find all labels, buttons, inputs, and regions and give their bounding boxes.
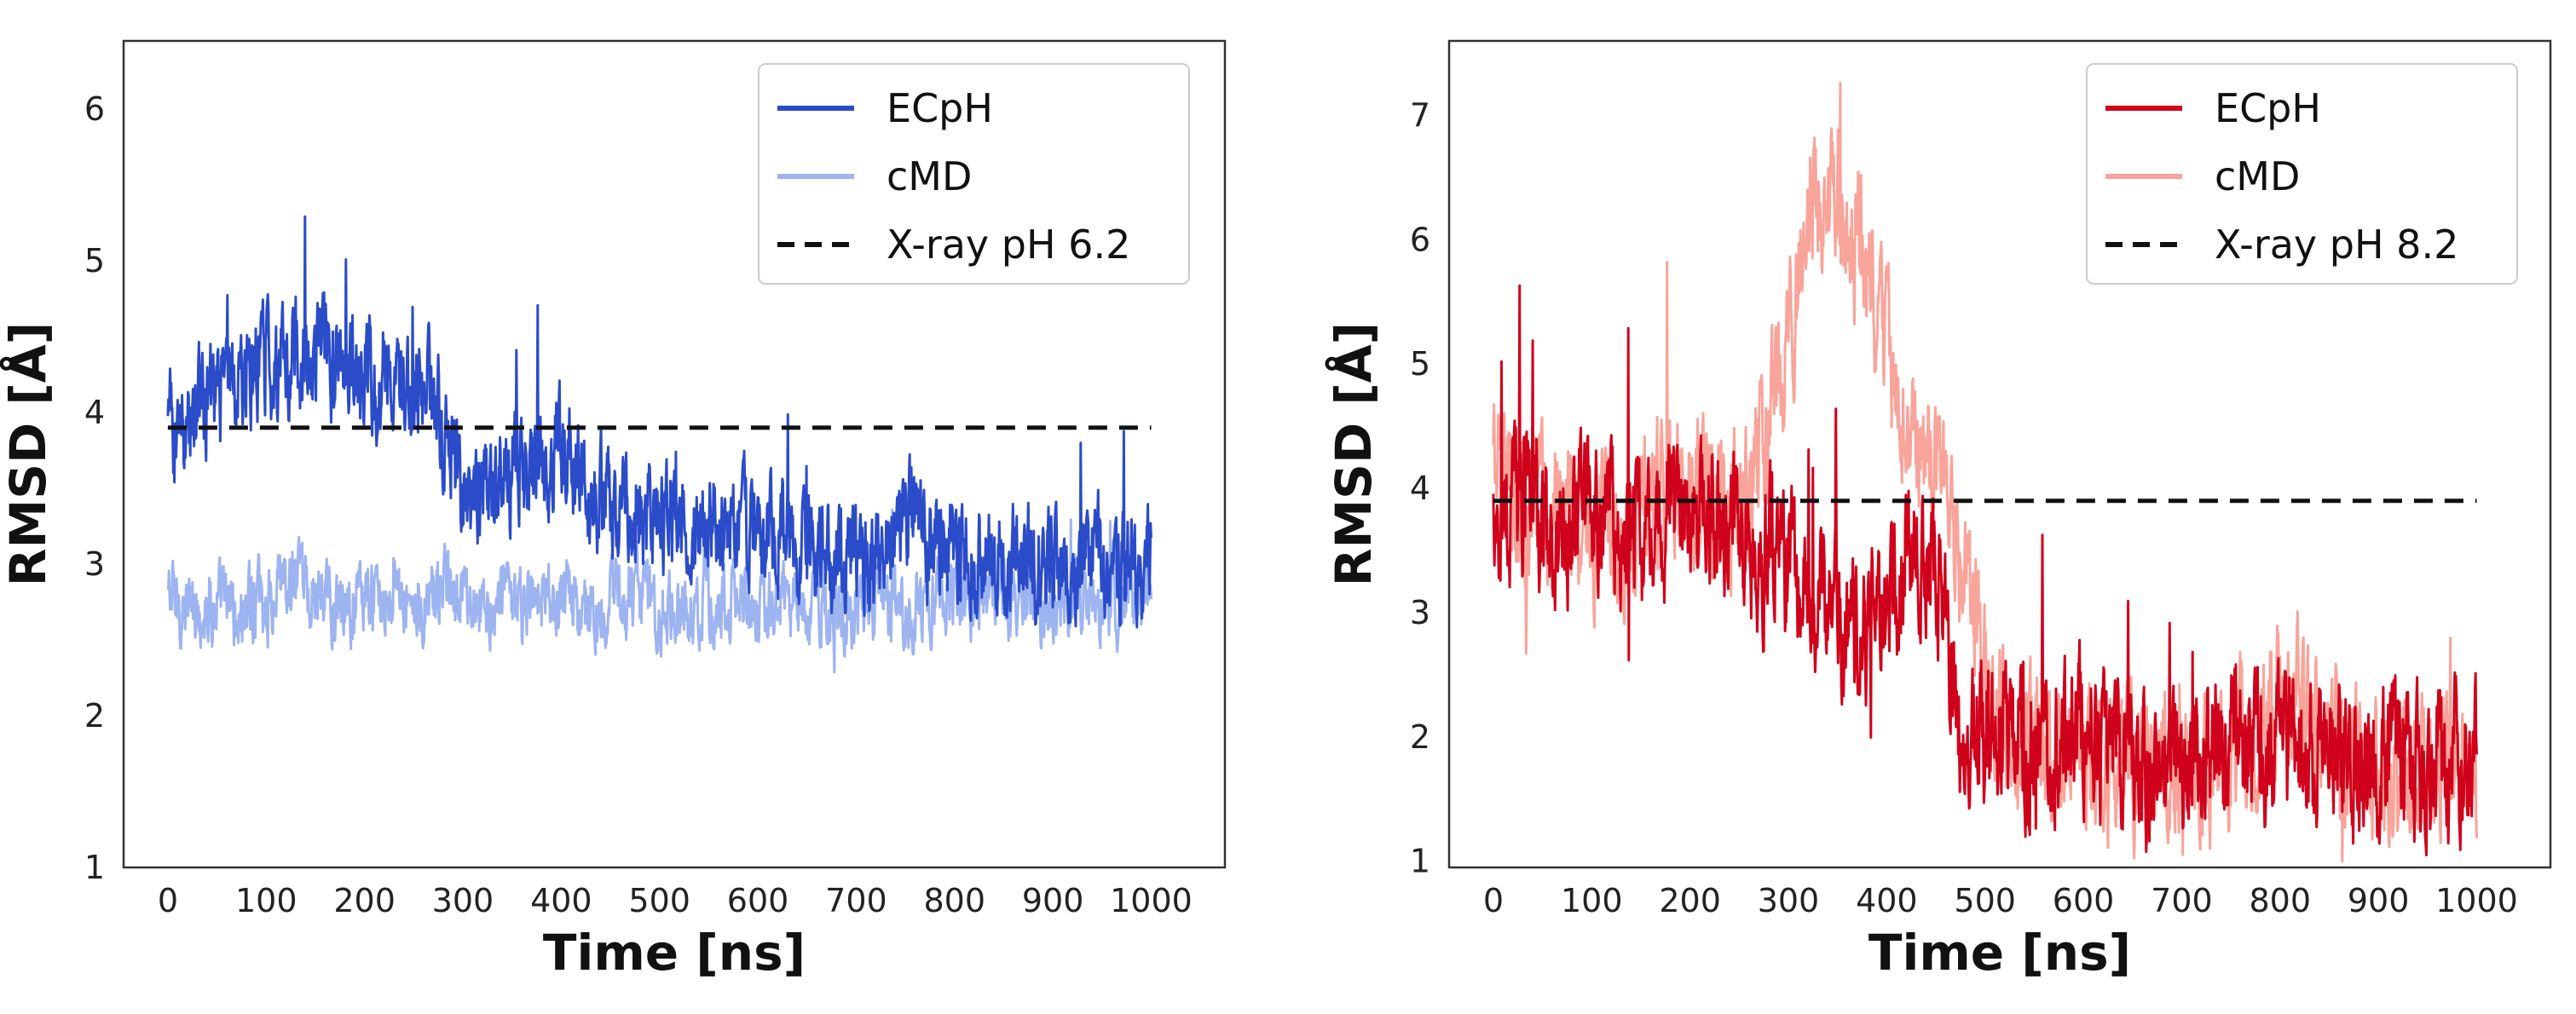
y-tick-label: 6 (84, 90, 105, 128)
axes-frame (1447, 39, 2552, 869)
x-tick-label: 0 (158, 882, 178, 919)
chart-panel-2: 0 100 200 300 400 500 600 700 800 900 1000 1 2 3 4 5 6 7 T… (1324, 39, 2552, 982)
x-tick-label: 200 (1659, 882, 1721, 919)
legend-label: ECpH (2215, 85, 2321, 131)
plot-area (1492, 81, 2478, 863)
x-axis-label: Time [ns] (543, 924, 806, 982)
y-tick-label: 7 (1410, 97, 1430, 135)
x-tick-label: 700 (2151, 882, 2213, 919)
legend-box (758, 63, 1190, 285)
y-axis-label: RMSD [Å] (1324, 322, 1383, 586)
chart-panel-1: 0 100 200 300 400 500 600 700 800 900 1000 1 2 3 4 5 6 Ti… (0, 39, 1227, 982)
x-tick-label: 900 (1022, 882, 1084, 919)
axes-frame (122, 39, 1227, 869)
x-tick-label: 1000 (2435, 882, 2518, 919)
x-tick-label: 600 (727, 882, 789, 919)
legend-label: cMD (887, 153, 972, 199)
x-tick-label: 100 (1561, 882, 1623, 919)
y-tick-label: 2 (84, 697, 105, 735)
legend: ECpH cMD X-ray pH 8.2 (2086, 63, 2518, 285)
x-tick-label: 400 (1856, 882, 1918, 919)
x-tick-label: 900 (2348, 882, 2410, 919)
x-tick-label: 600 (2053, 882, 2115, 919)
series-line-cmd (166, 508, 1152, 674)
y-tick-label: 1 (1410, 843, 1430, 880)
x-tick-label: 400 (530, 882, 592, 919)
x-tick-label: 1000 (1110, 882, 1193, 919)
y-tick-label: 4 (84, 394, 105, 431)
y-tick-label: 3 (84, 545, 105, 583)
legend-box (2086, 63, 2518, 285)
y-tick-label: 3 (1410, 594, 1430, 631)
y-tick-label: 1 (84, 849, 105, 886)
y-tick-label: 6 (1410, 221, 1430, 258)
series-line-cmd (1492, 81, 2478, 863)
y-tick-label: 5 (84, 242, 105, 279)
x-tick-label: 300 (1758, 882, 1820, 919)
x-tick-label: 300 (432, 882, 494, 919)
y-tick-label: 4 (1410, 470, 1430, 507)
x-tick-label: 800 (2250, 882, 2312, 919)
series-line-ecph (166, 215, 1152, 629)
legend-label: cMD (2215, 153, 2300, 199)
x-tick-label: 500 (1954, 882, 2016, 919)
y-tick-label: 2 (1410, 718, 1430, 756)
x-tick-label: 700 (825, 882, 887, 919)
y-axis-label: RMSD [Å] (0, 322, 57, 586)
y-tick-label: 5 (1410, 345, 1430, 383)
legend-label: ECpH (887, 85, 993, 131)
x-tick-label: 500 (628, 882, 690, 919)
x-tick-label: 200 (333, 882, 396, 919)
x-axis-label: Time [ns] (1868, 924, 2131, 982)
x-tick-label: 100 (235, 882, 297, 919)
x-tick-label: 0 (1483, 882, 1504, 919)
x-tick-label: 800 (924, 882, 986, 919)
legend-label: X-ray pH 8.2 (2215, 222, 2458, 268)
legend-label: X-ray pH 6.2 (887, 222, 1130, 268)
legend: ECpH cMD X-ray pH 6.2 (758, 63, 1190, 285)
series-line-ecph (1492, 284, 2478, 856)
plot-area (166, 215, 1152, 674)
